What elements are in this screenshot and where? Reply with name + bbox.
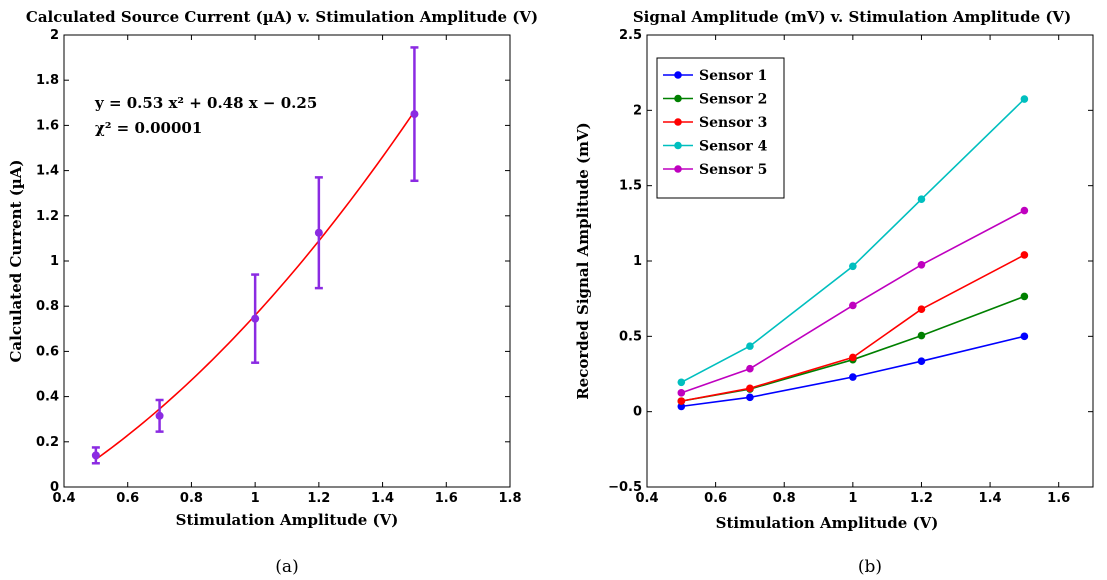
series-5-point [917,260,926,269]
chart-a-ytick-label: 1.2 [36,209,59,224]
chart-a-ticks: 0.4 0.6 0.8 1 1.2 1.4 1.6 1.8 0 0.2 0.4 0.6 0.8 1 1.2 1… [36,28,522,506]
chart-b-xtick-label: 1 [848,491,857,506]
series-2-point [917,331,926,340]
chart-b-xtick-label: 1.6 [1047,491,1070,506]
series-3-point [917,305,926,314]
series-4-point [677,378,686,387]
data-point [155,411,164,420]
data-point [91,451,100,460]
legend-swatch-marker [674,141,682,150]
chart-a-ytick-label: 1 [50,254,59,269]
chart-a-xlabel: Stimulation Amplitude (V) [176,511,399,529]
series-1-point [849,373,857,381]
chart-a-ylabel: Calculated Current (µA) [7,159,25,362]
chart-a-title: Calculated Source Current (µA) v. Stimul… [26,8,538,26]
legend-swatch-marker [674,118,682,126]
series-4-point [849,262,857,271]
chart-a-ytick-label: 2 [50,28,59,43]
legend-entry-label: Sensor 1 [699,68,767,84]
chart-b-xtick-label: 0.4 [635,491,658,506]
series-3-point [849,353,857,362]
chart-a-xtick-label: 0.4 [52,491,75,506]
chart-b-ytick-label: 2 [633,103,642,118]
chart-b-xtick-label: 1.4 [979,491,1002,506]
legend-entry-label: Sensor 2 [699,92,767,108]
legend-swatch-marker [674,94,682,103]
series-1-point [1020,332,1029,341]
chart-a-xtick-label: 0.6 [116,491,139,506]
chart-a-ytick-label: 0.4 [36,390,59,405]
equation-annotation: y = 0.53 x² + 0.48 x − 0.25 [94,94,317,112]
chart-b-ytick-label: −0.5 [608,480,642,495]
series-1-point [917,357,926,365]
chart-a-ytick-label: 1.6 [36,118,59,133]
chart-a-xtick-label: 0.8 [180,491,203,506]
chart-a-ytick-label: 0.8 [36,299,59,314]
chart-b-ytick-label: 0 [633,405,642,420]
data-point [314,228,323,237]
chart-b-legend: Sensor 1 Sensor 2 Sensor 3 Sensor 4 Sensor 5 [656,57,785,199]
series-5-point [746,364,754,373]
legend-entry-label: Sensor 3 [699,115,767,131]
chart-b-ylabel: Recorded Signal Amplitude (mV) [574,122,592,400]
chart-a-points [91,46,419,465]
chart-a-xtick-label: 1 [251,491,260,506]
chart-a-ytick-label: 1.4 [36,164,59,179]
chart-a-ytick-label: 0 [50,480,59,495]
chart-b-ticks: 0.4 0.6 0.8 1 1.2 1.4 1.6 −0.5 0 0.5 1 1.5 2 2.5 [608,28,1093,506]
series-line-1 [681,335,1025,408]
series-4-point [1020,95,1029,103]
chart-b-ytick-label: 2.5 [619,28,642,43]
series-5-point [677,389,686,397]
legend-box [656,57,785,199]
chart-b-title: Signal Amplitude (mV) v. Stimulation Amp… [633,8,1071,26]
series-5-point [1020,206,1029,215]
series-1-point [746,393,754,402]
chi-squared-annotation: χ² = 0.00001 [95,119,202,137]
chart-b-xlabel: Stimulation Amplitude (V) [716,514,939,532]
chart-b: Signal Amplitude (mV) v. Stimulation Amp… [574,8,1094,577]
chart-a-xtick-label: 1.8 [498,491,521,506]
series-4-point [746,342,754,350]
chart-a-xtick-label: 1.4 [371,491,394,506]
chart-b-xtick-label: 0.8 [773,491,796,506]
chart-b-panel-label: (b) [858,557,882,577]
series-2-point [1020,292,1029,301]
chart-b-ytick-label: 1 [633,254,642,269]
legend-entry-label: Sensor 5 [699,162,767,178]
chart-b-ytick-label: 1.5 [619,179,642,194]
series-1-point [677,402,686,411]
legend-swatch-marker [674,71,682,79]
legend-entry-label: Sensor 4 [699,139,768,155]
chart-a-ytick-label: 0.6 [36,344,59,359]
chart-a-ytick-label: 1.8 [36,73,59,88]
series-4-point [917,195,926,204]
series-3-point [1020,251,1029,259]
chart-b-series [677,95,1029,411]
data-point [251,314,260,323]
series-5-point [849,301,857,310]
chart-a-xtick-label: 1.2 [307,491,330,506]
chart-b-xtick-label: 1.2 [910,491,933,506]
data-point [410,110,419,119]
chart-a-xtick-label: 1.6 [435,491,458,506]
chart-b-xtick-label: 0.6 [704,491,727,506]
series-3-point [677,397,686,405]
chart-a: Calculated Source Current (µA) v. Stimul… [7,8,538,577]
series-3-point [746,384,754,393]
legend-swatch-marker [674,165,682,173]
chart-b-ytick-label: 0.5 [619,329,642,344]
chart-a-ytick-label: 0.2 [36,435,59,450]
chart-a-panel-label: (a) [275,557,298,577]
